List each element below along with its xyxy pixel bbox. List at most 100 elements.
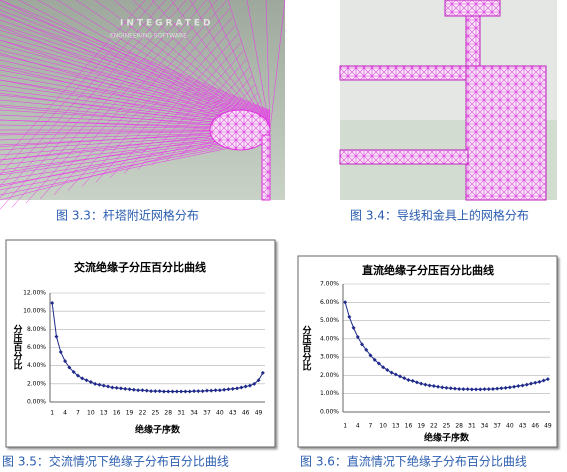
- x-tick-label: 13: [392, 423, 400, 430]
- y-axis-title: 分压百分比: [301, 324, 312, 371]
- x-tick-label: 31: [468, 423, 476, 430]
- marker: [217, 388, 222, 393]
- x-tick-label: 43: [229, 410, 237, 417]
- x-tick-label: 16: [405, 423, 413, 430]
- marker: [355, 335, 360, 340]
- marker: [260, 370, 265, 375]
- mesh-image: [339, 0, 557, 201]
- y-tick-label: 8.00%: [27, 326, 46, 333]
- marker: [427, 383, 432, 388]
- y-tick-label: 4.00%: [27, 362, 46, 369]
- marker: [209, 388, 214, 393]
- marker: [520, 383, 525, 388]
- marker: [127, 387, 132, 392]
- y-tick-label: 7.00%: [320, 281, 339, 288]
- marker: [93, 381, 98, 386]
- marker: [235, 386, 240, 391]
- y-tick-label: 6.00%: [27, 344, 46, 351]
- mesh-part: [465, 15, 481, 67]
- marker: [204, 388, 209, 393]
- marker: [192, 389, 197, 394]
- marker: [97, 382, 102, 387]
- x-tick-label: 7: [369, 423, 373, 430]
- marker: [63, 359, 68, 364]
- marker: [71, 370, 76, 375]
- x-tick-label: 34: [481, 423, 489, 430]
- marker: [495, 386, 500, 391]
- marker: [482, 387, 487, 392]
- x-tick-label: 7: [76, 410, 80, 417]
- marker: [474, 387, 479, 392]
- x-tick-label: 10: [379, 423, 387, 430]
- marker: [419, 381, 424, 386]
- marker: [136, 388, 141, 393]
- marker: [423, 382, 428, 387]
- marker: [174, 389, 179, 394]
- mesh-part: [339, 65, 469, 81]
- x-axis-title: 绝缘子序数: [135, 424, 181, 436]
- marker: [196, 389, 201, 394]
- marker: [503, 385, 508, 390]
- caption: 图 3.3：杆塔附近网格分布: [56, 208, 199, 223]
- marker: [230, 386, 235, 391]
- marker: [153, 389, 158, 394]
- marker: [469, 387, 474, 392]
- y-tick-label: 0.00%: [27, 399, 46, 406]
- caption: 图 3.5：交流情况下绝缘子分布百分比曲线: [2, 454, 229, 469]
- chart-frame: [297, 255, 558, 448]
- marker: [58, 350, 63, 355]
- marker: [222, 387, 227, 392]
- x-tick-label: 34: [190, 410, 198, 417]
- marker: [478, 387, 483, 392]
- marker: [144, 388, 149, 393]
- x-tick-label: 1: [50, 410, 54, 417]
- x-tick-label: 49: [544, 423, 552, 430]
- marker: [110, 385, 115, 390]
- x-tick-label: 1: [343, 423, 347, 430]
- x-tick-label: 25: [443, 423, 451, 430]
- x-tick-label: 31: [177, 410, 185, 417]
- marker: [247, 383, 252, 388]
- mesh-image: [0, 0, 286, 210]
- y-tick-label: 5.00%: [320, 317, 339, 324]
- marker: [80, 376, 85, 381]
- marker: [461, 387, 466, 392]
- marker: [75, 373, 80, 378]
- marker: [114, 385, 119, 390]
- mesh-part: [444, 0, 501, 17]
- marker: [389, 370, 394, 375]
- x-tick-label: 22: [139, 410, 147, 417]
- x-tick-label: 10: [87, 410, 95, 417]
- marker: [123, 386, 128, 391]
- x-tick-label: 49: [255, 410, 263, 417]
- x-tick-label: 4: [356, 423, 360, 430]
- marker: [436, 384, 441, 389]
- watermark: INTEGRATED: [120, 19, 214, 29]
- chart-title: 交流绝缘子分压百分比曲线: [74, 260, 206, 274]
- marker: [465, 387, 470, 392]
- marker: [226, 387, 231, 392]
- marker: [545, 377, 550, 382]
- marker: [507, 385, 512, 390]
- marker: [131, 387, 136, 392]
- y-axis-title: 分压百分比: [12, 323, 23, 370]
- y-tick-label: 2.00%: [27, 380, 46, 387]
- marker: [54, 334, 59, 339]
- marker: [486, 387, 491, 392]
- marker: [252, 381, 257, 386]
- marker: [170, 389, 175, 394]
- mesh-part: [261, 134, 271, 201]
- x-tick-label: 46: [531, 423, 539, 430]
- x-tick-label: 16: [113, 410, 121, 417]
- marker: [183, 389, 188, 394]
- marker: [499, 386, 504, 391]
- marker: [452, 386, 457, 391]
- x-tick-label: 37: [203, 410, 211, 417]
- y-tick-label: 3.00%: [320, 354, 339, 361]
- marker: [239, 385, 244, 390]
- marker: [243, 384, 248, 389]
- marker: [157, 389, 162, 394]
- marker: [106, 384, 111, 389]
- marker: [161, 389, 166, 394]
